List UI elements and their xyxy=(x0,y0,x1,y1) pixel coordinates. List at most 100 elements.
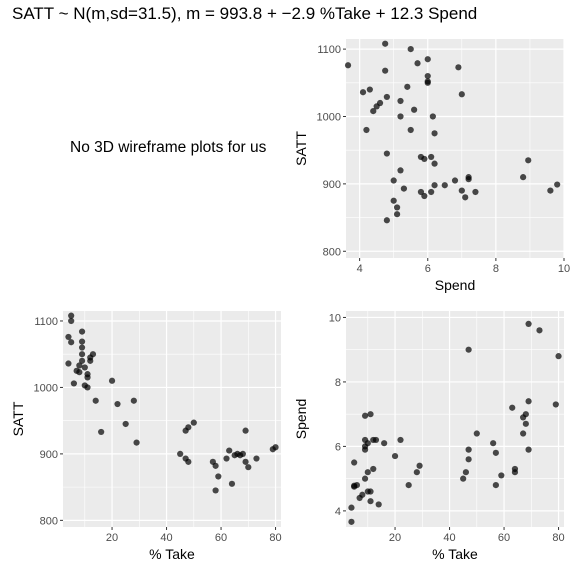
tick-label-x: 60 xyxy=(215,532,227,544)
y-axis-title: Spend xyxy=(293,399,309,439)
x-axis-title: Spend xyxy=(435,277,475,293)
data-point xyxy=(367,411,374,418)
tick-label-y: 8 xyxy=(335,377,341,389)
data-point xyxy=(465,176,472,183)
data-point xyxy=(78,351,86,358)
data-point xyxy=(92,397,99,404)
panel-background xyxy=(63,311,281,527)
data-point xyxy=(78,328,86,335)
panel-bottom-right: 20 40 60 80 4 6 8 10 % Take Spend xyxy=(293,311,565,562)
data-point xyxy=(361,475,369,482)
data-point xyxy=(391,452,399,460)
x-axis-title: % Take xyxy=(432,546,478,562)
chart-title: SATT ~ N(m,sd=31.5), m = 993.8 + −2.9 %T… xyxy=(12,4,478,23)
data-point xyxy=(428,153,435,161)
data-point xyxy=(492,449,499,456)
data-point xyxy=(525,446,532,453)
data-point xyxy=(407,46,414,53)
data-point xyxy=(177,450,184,457)
data-point xyxy=(68,339,75,346)
data-point xyxy=(465,456,472,463)
data-point xyxy=(397,436,404,444)
data-point xyxy=(460,475,467,482)
data-point xyxy=(185,424,192,431)
data-point xyxy=(455,64,462,71)
tick-label-y: 1000 xyxy=(317,111,341,123)
data-point xyxy=(554,181,561,188)
tick-label-x: 40 xyxy=(160,532,172,544)
data-point xyxy=(359,89,367,96)
data-point xyxy=(431,160,438,167)
data-point xyxy=(130,397,137,404)
y-axis-title: SATT xyxy=(293,131,309,166)
data-point xyxy=(353,481,360,489)
data-point xyxy=(366,86,373,93)
panel-background xyxy=(346,311,564,527)
data-point xyxy=(536,327,543,334)
data-point xyxy=(411,106,418,113)
data-point xyxy=(390,177,397,184)
data-point xyxy=(190,419,197,426)
data-point xyxy=(424,79,431,86)
data-point xyxy=(381,440,388,447)
data-point xyxy=(364,469,371,476)
x-axis-title: % Take xyxy=(149,546,195,562)
data-point xyxy=(65,333,72,341)
tick-label-x: 40 xyxy=(443,532,455,544)
data-point xyxy=(383,93,390,101)
tick-label-y: 1100 xyxy=(34,316,58,328)
data-point xyxy=(404,83,411,90)
data-point xyxy=(414,60,421,67)
data-point xyxy=(242,458,249,465)
data-point xyxy=(511,469,519,476)
data-point xyxy=(522,411,529,418)
data-point xyxy=(242,427,249,434)
data-point xyxy=(525,157,532,164)
data-point xyxy=(405,481,412,489)
data-point xyxy=(375,501,382,508)
data-point xyxy=(522,420,529,427)
data-point xyxy=(458,91,465,98)
data-point xyxy=(367,498,374,505)
data-point xyxy=(458,187,465,194)
data-point xyxy=(245,464,252,471)
data-point xyxy=(367,488,374,495)
data-point xyxy=(413,469,420,476)
data-point xyxy=(383,217,390,224)
panel-top-right: 4 6 8 10 800 900 1000 1100 Spend SATT xyxy=(293,39,570,293)
tick-label-x: 8 xyxy=(493,263,499,275)
tick-label-x: 20 xyxy=(389,532,401,544)
data-point xyxy=(462,194,469,201)
data-point xyxy=(397,167,404,174)
tick-label-y: 800 xyxy=(40,515,58,527)
data-point xyxy=(108,377,116,384)
data-point xyxy=(547,187,554,194)
data-point xyxy=(78,344,86,351)
data-point xyxy=(348,518,355,525)
data-point xyxy=(417,188,425,196)
data-point xyxy=(89,351,97,358)
data-point xyxy=(473,430,480,437)
data-point xyxy=(520,430,527,437)
data-point xyxy=(390,197,397,204)
data-point xyxy=(525,320,532,327)
data-point xyxy=(376,99,384,107)
tick-label-x: 20 xyxy=(106,532,118,544)
data-point xyxy=(212,487,219,494)
data-point xyxy=(372,436,380,444)
data-point xyxy=(78,357,86,364)
data-point xyxy=(84,371,91,378)
data-point xyxy=(431,182,438,189)
panel-background xyxy=(346,39,564,258)
data-point xyxy=(431,130,438,137)
data-point xyxy=(407,126,414,134)
data-point xyxy=(114,400,121,408)
tick-label-y: 1000 xyxy=(34,382,58,394)
tick-label-x: 6 xyxy=(425,263,431,275)
data-point xyxy=(421,192,428,200)
y-axis-title: SATT xyxy=(10,401,26,436)
data-point xyxy=(393,204,401,211)
data-point xyxy=(370,465,377,473)
data-point xyxy=(98,428,105,436)
